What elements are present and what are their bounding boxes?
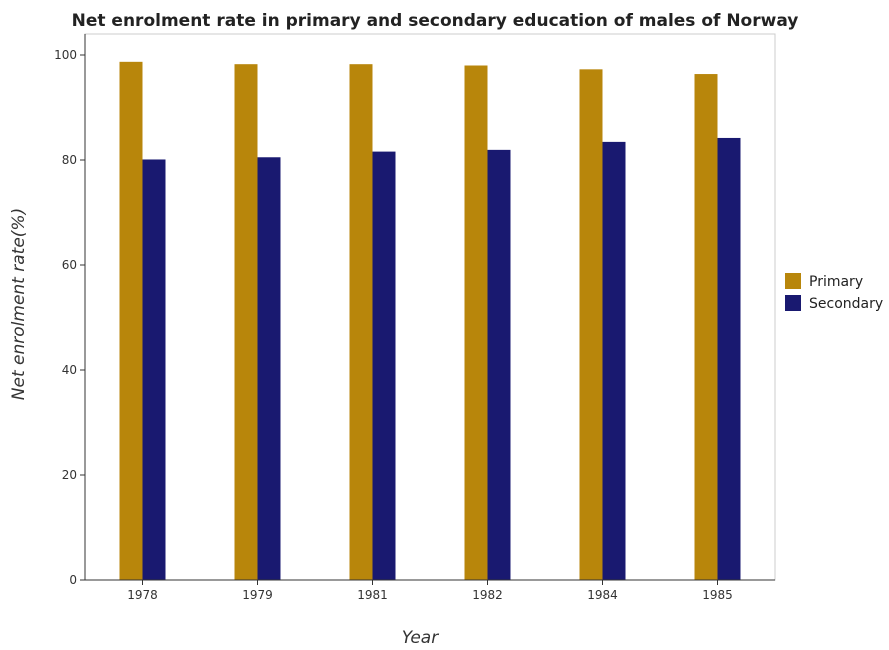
x-tick-label: 1981: [357, 588, 388, 602]
legend-label-secondary: Secondary: [809, 296, 883, 312]
y-axis-label: Net enrolment rate(%): [9, 208, 29, 400]
legend-label-primary: Primary: [809, 274, 863, 290]
x-axis-label: Year: [402, 628, 439, 648]
y-tick-label: 40: [62, 363, 77, 377]
bar-primary-1979: [234, 64, 258, 580]
bar-primary-1984: [579, 69, 603, 581]
bar-secondary-1984: [602, 141, 626, 580]
x-tick-label: 1979: [242, 588, 273, 602]
y-tick-label: 100: [54, 48, 77, 62]
bar-primary-1985: [694, 74, 718, 581]
x-tick-label: 1982: [472, 588, 503, 602]
x-tick-label: 1985: [702, 588, 733, 602]
legend: Primary Secondary: [785, 273, 883, 312]
legend-swatch-secondary: [785, 295, 801, 311]
plot-area: 1978 1979 1981 1982 1984 1985 0 20 40 60 80 100: [54, 33, 776, 602]
y-axis: 0 20 40 60 80 100: [54, 34, 86, 587]
bar-primary-1978: [119, 61, 143, 580]
y-tick-label: 20: [62, 468, 77, 482]
y-tick-label: 0: [69, 573, 77, 587]
y-tick-label: 60: [62, 258, 77, 272]
chart-title: Net enrolment rate in primary and second…: [72, 11, 799, 31]
plot-frame: [84, 33, 776, 581]
x-tick-label: 1984: [587, 588, 618, 602]
bar-secondary-1981: [372, 151, 396, 580]
y-tick-label: 80: [62, 153, 77, 167]
legend-swatch-primary: [785, 273, 801, 289]
bar-primary-1981: [349, 64, 373, 580]
bar-secondary-1985: [717, 137, 741, 580]
bars: [119, 61, 741, 581]
bar-secondary-1982: [487, 149, 511, 580]
bar-secondary-1979: [257, 157, 281, 580]
x-axis: 1978 1979 1981 1982 1984 1985: [85, 579, 775, 602]
bar-secondary-1978: [142, 159, 166, 580]
bar-primary-1982: [464, 65, 488, 580]
x-tick-label: 1978: [127, 588, 158, 602]
